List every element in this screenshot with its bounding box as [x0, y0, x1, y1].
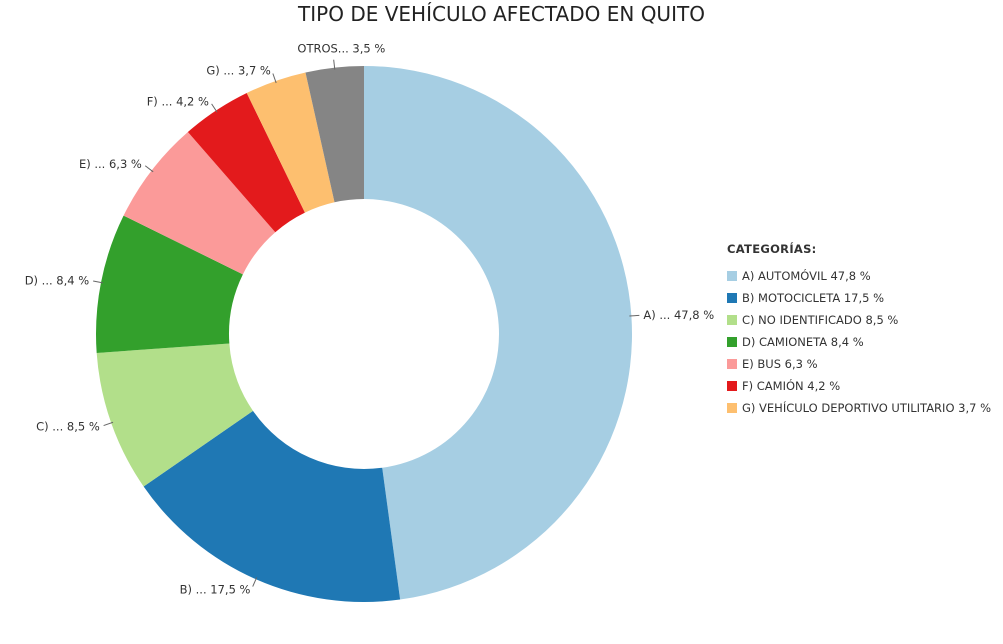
- legend-label-3: D) CAMIONETA 8,4 %: [742, 335, 864, 349]
- leader-line-3: [93, 280, 104, 284]
- legend: CATEGORÍAS: A) AUTOMÓVIL 47,8 % B) MOTOCI…: [727, 242, 991, 419]
- legend-label-2: C) NO IDENTIFICADO 8,5 %: [742, 313, 899, 327]
- slice-label-0: A) ... 47,8 %: [643, 308, 714, 322]
- legend-swatch-3: [727, 337, 737, 347]
- leader-line-7: [333, 59, 336, 70]
- leader-line-1: [252, 577, 258, 587]
- legend-item-5[interactable]: F) CAMIÓN 4,2 %: [727, 375, 991, 397]
- donut-slice-5[interactable]: [187, 93, 305, 233]
- slice-label-2: C) ... 8,5 %: [36, 420, 100, 434]
- legend-item-4[interactable]: E) BUS 6,3 %: [727, 353, 991, 375]
- slice-label-5: F) ... 4,2 %: [147, 94, 209, 108]
- leader-line-5: [211, 103, 218, 113]
- legend-label-5: F) CAMIÓN 4,2 %: [742, 379, 841, 393]
- legend-label-6: G) VEHÍCULO DEPORTIVO UTILITARIO 3,7 %: [742, 401, 992, 415]
- legend-swatch-5: [727, 381, 737, 391]
- chart-title: TIPO DE VEHÍCULO AFECTADO EN QUITO: [298, 2, 705, 26]
- legend-swatch-0: [727, 271, 737, 281]
- slice-label-4: E) ... 6,3 %: [79, 157, 142, 171]
- leader-line-2: [103, 421, 114, 427]
- legend-label-4: E) BUS 6,3 %: [742, 357, 818, 371]
- donut-slice-3[interactable]: [96, 215, 243, 353]
- legend-swatch-6: [727, 403, 737, 413]
- leader-line-0: [629, 314, 640, 317]
- legend-label-1: B) MOTOCICLETA 17,5 %: [742, 291, 885, 305]
- legend-item-0[interactable]: A) AUTOMÓVIL 47,8 %: [727, 265, 991, 287]
- legend-item-6[interactable]: G) VEHÍCULO DEPORTIVO UTILITARIO 3,7 %: [727, 397, 991, 419]
- donut-slice-1[interactable]: [143, 410, 401, 602]
- legend-swatch-1: [727, 293, 737, 303]
- donut-slice-0[interactable]: [364, 66, 632, 600]
- donut-slice-7[interactable]: [305, 66, 364, 203]
- slice-label-3: D) ... 8,4 %: [25, 273, 90, 287]
- legend-item-1[interactable]: B) MOTOCICLETA 17,5 %: [727, 287, 991, 309]
- legend-title: CATEGORÍAS:: [727, 242, 817, 256]
- legend-items: A) AUTOMÓVIL 47,8 % B) MOTOCICLETA 17,5 %…: [727, 265, 991, 419]
- slice-label-1: B) ... 17,5 %: [180, 582, 251, 596]
- donut-slice-4[interactable]: [123, 131, 276, 275]
- legend-item-2[interactable]: C) NO IDENTIFICADO 8,5 %: [727, 309, 991, 331]
- legend-swatch-4: [727, 359, 737, 369]
- slice-label-6: G) ... 3,7 %: [206, 64, 271, 78]
- legend-label-0: A) AUTOMÓVIL 47,8 %: [742, 269, 871, 283]
- leader-line-6: [272, 73, 277, 84]
- leader-line-4: [144, 165, 154, 173]
- legend-item-3[interactable]: D) CAMIONETA 8,4 %: [727, 331, 991, 353]
- donut-slice-2[interactable]: [96, 343, 253, 487]
- legend-swatch-2: [727, 315, 737, 325]
- donut-slice-6[interactable]: [246, 72, 335, 213]
- slice-label-7: OTROS... 3,5 %: [297, 42, 385, 56]
